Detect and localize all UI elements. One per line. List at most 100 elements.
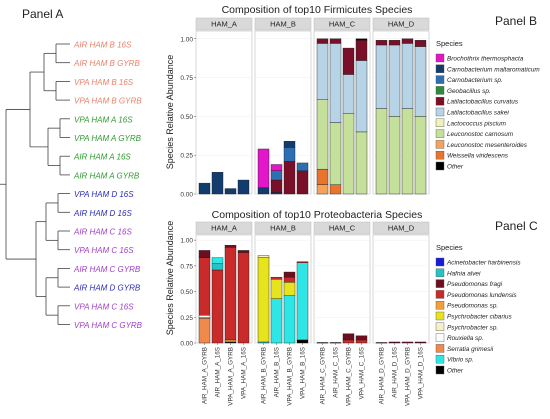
bar-segment	[270, 192, 283, 195]
x-tick-label: VPA_HAM_D_GYRB	[405, 347, 412, 406]
facet-strip	[372, 17, 430, 31]
bar-segment	[257, 255, 270, 258]
facet-panel	[372, 234, 430, 344]
x-tick-label: VPA_HAM_B_GYRB	[287, 347, 294, 406]
legend-swatch	[435, 129, 445, 138]
legend-swatch	[435, 150, 445, 160]
bar-segment	[224, 247, 237, 341]
x-tick-label: AIR_HAM_C_GYRB	[320, 347, 327, 404]
legend-label: Geobacillus sp.	[447, 88, 491, 95]
tip-label: VPA HAM C 16S	[74, 246, 134, 255]
bar-segment	[329, 38, 342, 44]
bar-segment	[270, 170, 283, 181]
facet-label: HAM_B	[270, 20, 296, 29]
bar-segment	[401, 43, 414, 109]
bar-segment	[414, 116, 427, 195]
legend-label: Brochothrix thermosphacta	[447, 56, 524, 63]
tip-label: AIR HAM A 16S	[73, 153, 131, 162]
legend-swatch	[435, 86, 445, 95]
legend-title: Species	[436, 243, 463, 252]
facet-strip	[313, 17, 371, 31]
bar-segment	[237, 250, 250, 253]
x-tick-label: VPA_HAM_C_16S	[359, 347, 366, 399]
bar-segment	[257, 257, 270, 343]
legend-label: Acinetobacter harbinensis	[446, 260, 521, 267]
panel-b-label: Panel B	[495, 14, 537, 28]
legend-label: Serratia grimesii	[447, 346, 494, 353]
bar-segment	[316, 184, 329, 195]
bar-segment	[375, 342, 388, 344]
tip-label: AIR HAM D 16S	[73, 209, 132, 218]
x-tick-label: VPA_HAM_A_GYRB	[228, 347, 235, 406]
legend-label: Hafnia alvei	[447, 270, 481, 277]
bar-segment	[211, 263, 224, 271]
y-tick-label: 1.00	[180, 36, 193, 43]
tip-label: AIR HAM B 16S	[73, 41, 132, 50]
bar-segment	[224, 245, 237, 248]
legend-label: Lactococcus piscium	[447, 120, 507, 127]
legend-label: Carnobacterium sp.	[447, 77, 503, 84]
bar-segment	[211, 269, 224, 344]
legend-swatch	[435, 96, 445, 106]
x-tick-label: AIR_HAM_C_16S	[333, 347, 340, 398]
legend-swatch	[435, 301, 445, 310]
x-tick-label: VPA_HAM_A_16S	[241, 347, 248, 399]
bar-segment	[296, 262, 309, 341]
bar-segment	[355, 38, 368, 41]
legend-title: Species	[436, 39, 463, 48]
legend-swatch	[435, 333, 445, 342]
facet-strip	[254, 221, 312, 235]
legend-label: Other	[447, 164, 464, 171]
facet-strip	[254, 17, 312, 31]
bar-segment	[296, 170, 309, 195]
tip-label: AIR HAM D GYRB	[73, 284, 141, 293]
bar-segment	[198, 318, 211, 344]
legend-swatch	[435, 279, 445, 288]
bar-segment	[342, 339, 355, 344]
legend-swatch	[435, 107, 445, 117]
bar-segment	[283, 141, 296, 148]
y-tick-label: 0.75	[180, 263, 193, 270]
legend-label: Other	[447, 368, 464, 375]
bar-segment	[375, 40, 388, 46]
legend-swatch	[435, 355, 445, 364]
chart-c-title: Composition of top10 Proteobacteria Spec…	[212, 209, 423, 221]
legend-label: Latilactobacillus sakei	[447, 110, 509, 117]
bar-segment	[296, 339, 309, 344]
x-tick-label: VPA_HAM_C_GYRB	[346, 347, 353, 406]
tip-label: AIR HAM A GYRB	[73, 171, 140, 180]
legend-swatch	[435, 75, 445, 84]
bar-segment	[388, 116, 401, 195]
bar-segment	[283, 276, 296, 283]
bar-segment	[270, 279, 283, 299]
facet-strip	[195, 17, 253, 31]
chart-c-x-tick-labels: AIR_HAM_A_GYRB AIR_HAM_A_16S VPA_HAM_A_GYR…	[202, 343, 425, 406]
bar-segment	[283, 295, 296, 344]
bar-segment	[237, 179, 250, 195]
bar-segment	[283, 147, 296, 162]
y-tick-label: 0.25	[180, 315, 193, 322]
legend-swatch	[435, 140, 445, 149]
legend-label: Psychrobacter cibarius	[447, 314, 512, 321]
bar-segment	[355, 40, 368, 61]
legend-swatch	[435, 53, 445, 63]
bar-segment	[401, 38, 414, 44]
bar-segment	[296, 261, 309, 263]
facet-label: HAM_A	[211, 224, 237, 233]
legend-swatch	[435, 290, 445, 299]
bar-segment	[316, 43, 329, 100]
bar-segment	[329, 184, 342, 195]
bar-segment	[224, 188, 237, 195]
bar-segment	[375, 44, 388, 109]
x-tick-label: VPA_HAM_B_16S	[300, 347, 307, 399]
chart-b-plot: HAM_A HAM_B HAM_C HAM_D 0.00 0.25 0.50 0.75 1.00	[180, 17, 430, 199]
panel-a-label: Panel A	[22, 7, 63, 21]
bar-segment	[388, 40, 401, 46]
bar-segment	[342, 333, 355, 341]
y-tick-label: 0.50	[180, 289, 193, 296]
legend-label: Weissella viridescens	[447, 153, 509, 160]
legend-label: Rouxiella sp.	[447, 335, 484, 342]
bar-segment	[270, 164, 283, 171]
legend-swatch	[435, 118, 445, 128]
dendrogram	[0, 43, 70, 325]
